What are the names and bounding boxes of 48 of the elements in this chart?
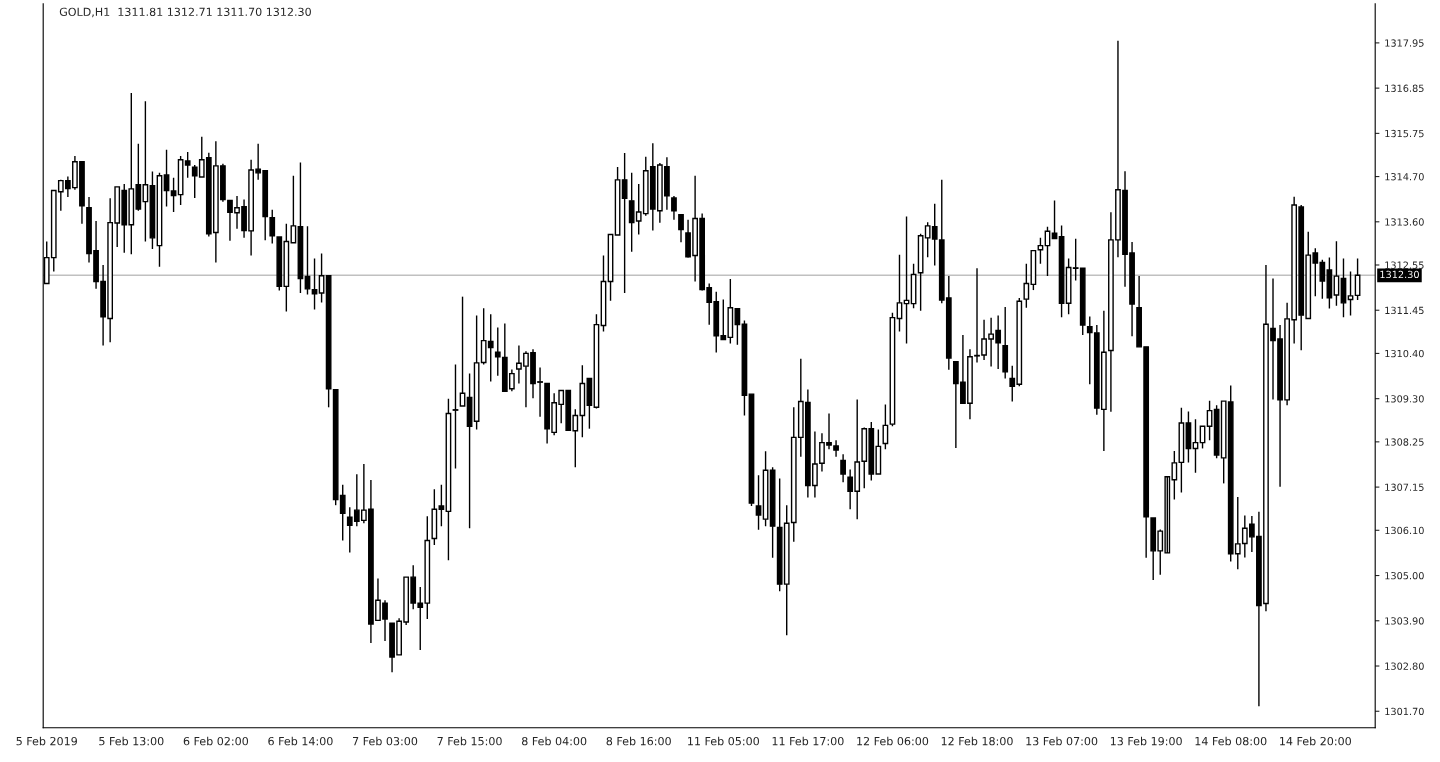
candlestick	[840, 453, 846, 483]
candlestick	[1023, 263, 1030, 309]
x-tick-label: 6 Feb 14:00	[268, 736, 333, 746]
candlestick	[671, 195, 677, 221]
y-tick-label: 1307.15	[1385, 483, 1424, 491]
candlestick	[431, 488, 438, 546]
candlestick	[1333, 240, 1340, 307]
y-tick-label: 1311.45	[1385, 306, 1424, 315]
y-tick-label: 1313.60	[1385, 218, 1424, 226]
candlestick	[755, 474, 762, 531]
y-tick-label: 1316.85	[1385, 84, 1424, 92]
candlestick	[438, 483, 445, 527]
y-tick-label: 1308.25	[1385, 438, 1424, 446]
y-tick-label: 1315.75	[1385, 129, 1424, 138]
y-tick-label: 1301.70	[1385, 707, 1424, 716]
x-tick-label: 5 Feb 2019	[16, 736, 77, 746]
y-tick-label: 1305.00	[1385, 572, 1424, 580]
x-tick-label: 11 Feb 17:00	[772, 736, 844, 746]
chart-title: GOLD,H1 1311.81 1312.71 1311.70 1312.30	[59, 7, 311, 18]
y-tick-label: 1303.90	[1385, 617, 1424, 625]
candlestick	[494, 326, 501, 377]
x-tick-label: 8 Feb 04:00	[521, 736, 587, 746]
y-tick-label: 1317.95	[1385, 39, 1424, 47]
x-tick-label: 8 Feb 16:00	[606, 736, 671, 746]
x-tick-label: 13 Feb 07:00	[1026, 736, 1098, 746]
candlestick	[621, 152, 628, 294]
y-tick-label: 1310.40	[1385, 349, 1424, 358]
candlestick	[325, 274, 332, 408]
y-tick-label: 1314.70	[1385, 173, 1424, 181]
y-tick-label: 1309.30	[1385, 395, 1424, 403]
x-tick-label: 14 Feb 20:00	[1280, 736, 1351, 746]
x-tick-label: 5 Feb 13:00	[99, 736, 164, 746]
x-tick-label: 7 Feb 15:00	[437, 736, 502, 746]
ref-line-label: 1312.30	[1380, 270, 1419, 279]
candlestick	[1002, 306, 1009, 380]
x-tick-label: 12 Feb 18:00	[941, 736, 1013, 746]
candlestick	[769, 466, 776, 559]
y-tick-label: 1312.55	[1385, 261, 1424, 269]
x-tick-label: 13 Feb 19:00	[1110, 736, 1182, 746]
x-tick-label: 14 Feb 08:00	[1195, 736, 1267, 746]
x-tick-label: 12 Feb 06:00	[857, 736, 929, 746]
x-tick-label: 6 Feb 02:00	[183, 736, 249, 746]
candlestick	[452, 363, 459, 470]
candlestick	[678, 214, 684, 244]
y-tick-label: 1302.80	[1385, 662, 1424, 670]
x-tick-label: 11 Feb 05:00	[688, 736, 759, 746]
x-tick-label: 7 Feb 03:00	[353, 736, 418, 746]
y-tick-label: 1306.10	[1385, 526, 1424, 535]
